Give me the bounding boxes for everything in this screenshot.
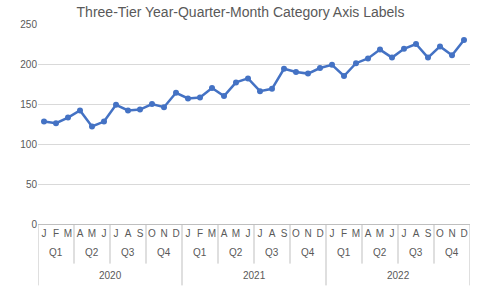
svg-text:Q4: Q4	[157, 247, 171, 258]
svg-text:F: F	[341, 228, 347, 239]
svg-text:S: S	[425, 228, 432, 239]
svg-text:0: 0	[31, 219, 37, 230]
svg-text:200: 200	[20, 59, 37, 70]
svg-text:A: A	[77, 228, 84, 239]
svg-text:O: O	[148, 228, 156, 239]
svg-text:J: J	[246, 228, 251, 239]
svg-text:Three-Tier Year-Quarter-Month: Three-Tier Year-Quarter-Month Category A…	[77, 4, 405, 20]
svg-text:Q3: Q3	[409, 247, 423, 258]
svg-text:J: J	[42, 228, 47, 239]
svg-text:2021: 2021	[243, 270, 266, 281]
svg-text:J: J	[402, 228, 407, 239]
svg-text:A: A	[125, 228, 132, 239]
svg-text:F: F	[197, 228, 203, 239]
svg-text:100: 100	[20, 139, 37, 150]
svg-text:J: J	[186, 228, 191, 239]
svg-text:N: N	[448, 228, 455, 239]
svg-text:N: N	[304, 228, 311, 239]
svg-text:Q1: Q1	[337, 247, 351, 258]
svg-text:A: A	[413, 228, 420, 239]
svg-text:M: M	[376, 228, 384, 239]
svg-text:2022: 2022	[387, 270, 410, 281]
svg-text:M: M	[232, 228, 240, 239]
svg-text:O: O	[436, 228, 444, 239]
svg-text:Q4: Q4	[445, 247, 459, 258]
svg-text:J: J	[258, 228, 263, 239]
svg-text:A: A	[221, 228, 228, 239]
svg-text:S: S	[137, 228, 144, 239]
svg-text:N: N	[160, 228, 167, 239]
svg-text:J: J	[330, 228, 335, 239]
svg-text:S: S	[281, 228, 288, 239]
svg-text:150: 150	[20, 99, 37, 110]
svg-text:J: J	[114, 228, 119, 239]
svg-text:D: D	[316, 228, 323, 239]
svg-text:F: F	[53, 228, 59, 239]
svg-text:Q4: Q4	[301, 247, 315, 258]
svg-text:2020: 2020	[99, 270, 122, 281]
svg-text:Q2: Q2	[373, 247, 387, 258]
svg-text:J: J	[390, 228, 395, 239]
svg-text:Q3: Q3	[265, 247, 279, 258]
svg-text:50: 50	[26, 179, 38, 190]
svg-text:A: A	[269, 228, 276, 239]
svg-text:O: O	[292, 228, 300, 239]
svg-text:Q1: Q1	[193, 247, 207, 258]
svg-text:J: J	[102, 228, 107, 239]
svg-text:M: M	[208, 228, 216, 239]
svg-text:D: D	[172, 228, 179, 239]
svg-text:Q2: Q2	[229, 247, 243, 258]
svg-text:250: 250	[20, 19, 37, 30]
svg-text:Q3: Q3	[121, 247, 135, 258]
svg-text:M: M	[64, 228, 72, 239]
svg-text:M: M	[352, 228, 360, 239]
svg-text:M: M	[88, 228, 96, 239]
svg-text:D: D	[460, 228, 467, 239]
svg-text:A: A	[365, 228, 372, 239]
svg-text:Q2: Q2	[85, 247, 99, 258]
svg-text:Q1: Q1	[49, 247, 63, 258]
